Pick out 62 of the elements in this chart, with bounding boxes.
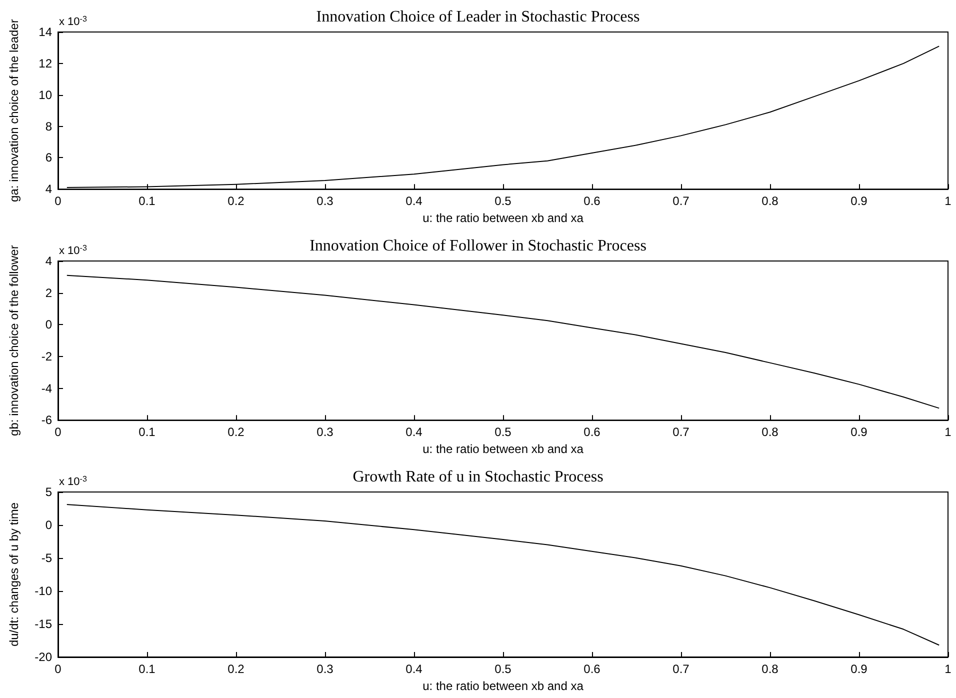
y-tick-label: 6: [45, 150, 52, 165]
x-tick-label: 0.9: [850, 194, 868, 208]
x-tick-label: 0.3: [316, 425, 334, 440]
x-tick-label: 0: [54, 194, 62, 208]
y-tick-label: 10: [38, 88, 52, 102]
y-tick-label: 12: [38, 56, 52, 70]
x-tick-label: 0.9: [850, 662, 868, 676]
y-axis-title: gb: innovation choice of the follower: [7, 245, 21, 436]
y-tick-label: 0: [45, 318, 52, 332]
x-axis-title: u: the ratio between xb and xa: [422, 442, 584, 456]
chart-title: Growth Rate of u in Stochastic Process: [352, 468, 604, 486]
x-tick-label: 0.6: [584, 662, 601, 676]
y-tick-label: -5: [41, 551, 52, 565]
x-tick-label: 0.3: [316, 194, 334, 208]
y-tick-label: 14: [38, 25, 52, 39]
x-tick-label: 0.7: [672, 662, 690, 676]
y-tick-label: -2: [41, 349, 52, 364]
chart-title: Innovation Choice of Follower in Stochastic Process: [310, 238, 646, 254]
x-tick-label: 0.1: [138, 194, 156, 208]
y-tick-label: 5: [45, 485, 52, 499]
x-tick-label: 0.5: [494, 425, 512, 440]
x-tick-label: 0.2: [228, 194, 245, 208]
x-tick-label: 0.8: [762, 425, 779, 440]
x-tick-label: 0.7: [672, 194, 690, 208]
y-tick-label: -15: [34, 617, 52, 631]
y-tick-label: 8: [45, 119, 52, 134]
x-tick-label: 0.8: [762, 662, 779, 676]
x-tick-label: 0.3: [316, 662, 334, 676]
x-tick-label: 1: [944, 194, 952, 208]
x-axis-title: u: the ratio between xb and xa: [422, 211, 584, 225]
x-tick-label: 0.4: [406, 194, 423, 208]
x-tick-label: 0: [54, 425, 62, 440]
y-axis-title: ga: innovation choice of the leader: [7, 19, 21, 202]
y-tick-label: 0: [45, 518, 52, 532]
y-tick-label: -4: [41, 381, 52, 396]
x-tick-label: 0.1: [138, 662, 156, 676]
chart-title: Innovation Choice of Leader in Stochastic Process: [316, 8, 640, 26]
x-tick-label: 0.6: [584, 425, 601, 440]
x-tick-label: 0: [54, 662, 62, 676]
x-tick-label: 0.6: [584, 194, 601, 208]
line-series: [66, 274, 940, 409]
y-tick-label: -6: [41, 413, 52, 428]
x-tick-label: 0.1: [138, 425, 156, 440]
y-tick-label: -10: [34, 584, 52, 598]
y-axis-title: du/dt: changes of u by time: [7, 502, 21, 647]
x-tick-label: 0.2: [228, 425, 245, 440]
line-series: [66, 504, 940, 646]
y-tick-label: -20: [34, 650, 52, 664]
x-tick-label: 1: [944, 662, 952, 676]
x-tick-label: 0.4: [406, 662, 423, 676]
x-tick-label: 0.9: [850, 425, 868, 440]
x-tick-label: 0.5: [494, 194, 512, 208]
x-axis-title: u: the ratio between xb and xa: [422, 678, 584, 693]
x-tick-label: 1: [944, 425, 952, 440]
x-tick-label: 0.5: [494, 662, 512, 676]
x-tick-label: 0.4: [406, 425, 423, 440]
y-tick-label: 4: [45, 182, 52, 196]
y-tick-label: 2: [45, 286, 52, 300]
x-tick-label: 0.8: [762, 194, 779, 208]
x-tick-label: 0.2: [228, 662, 245, 676]
x-tick-label: 0.7: [672, 425, 690, 440]
y-tick-label: 4: [45, 254, 52, 268]
